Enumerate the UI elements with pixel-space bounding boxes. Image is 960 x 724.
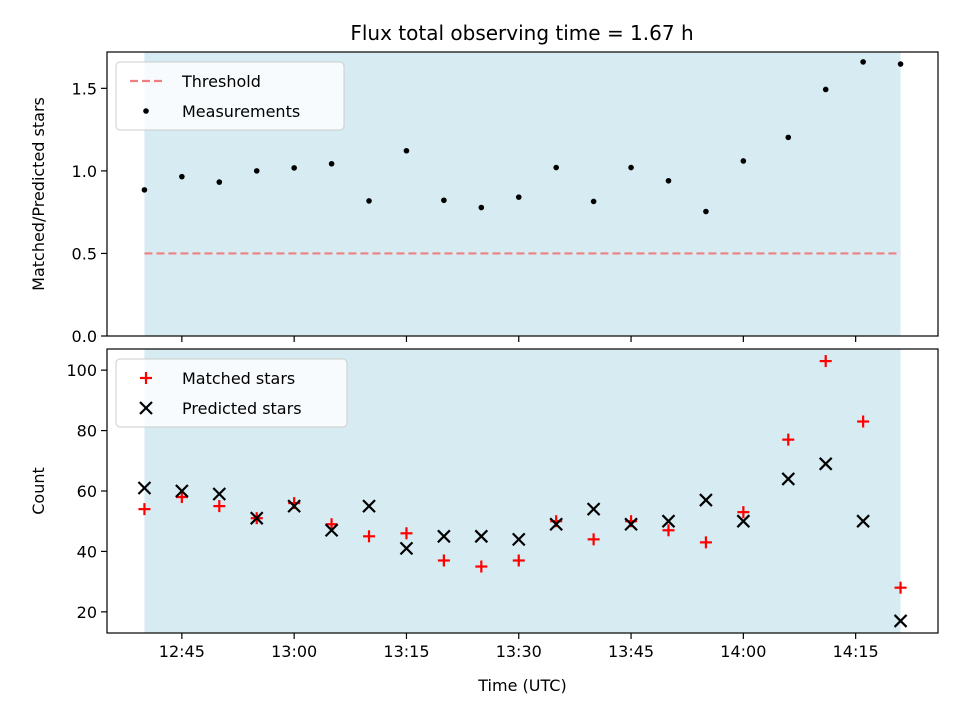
legend-label: Matched stars [182, 369, 295, 388]
x-tick-label: 13:00 [271, 642, 317, 661]
legend-box [115, 61, 345, 131]
chart-title: Flux total observing time = 1.67 h [350, 21, 693, 45]
data-point [665, 177, 672, 184]
data-point [785, 134, 792, 141]
data-point [736, 514, 751, 528]
data-point [549, 517, 563, 532]
data-point [661, 514, 676, 528]
data-point [515, 194, 522, 200]
data-point [437, 554, 450, 567]
data-point [437, 529, 451, 544]
y-tick-label: 1.0 [72, 162, 97, 181]
y-tick-label: 1.5 [72, 79, 97, 98]
data-point [624, 517, 638, 532]
legend-box [115, 358, 348, 428]
legend-marker [139, 401, 153, 415]
y-tick-label: 40 [77, 542, 97, 561]
y-axis-title: Count [29, 467, 48, 515]
series-0 [141, 59, 904, 215]
data-point [856, 514, 870, 528]
data-point [175, 491, 188, 504]
data-point [400, 527, 413, 540]
x-axis-title: Time (UTC) [477, 676, 566, 695]
y-axis-title: Matched/Predicted stars [29, 97, 48, 291]
data-point [511, 532, 526, 547]
legend-label: Predicted stars [182, 399, 302, 418]
data-point [216, 179, 223, 185]
y-tick-label: 20 [77, 603, 97, 622]
data-point [894, 581, 907, 594]
data-point [249, 511, 264, 525]
y-tick-label: 60 [77, 482, 97, 501]
data-point [897, 61, 904, 67]
legend-marker [143, 108, 149, 114]
x-tick-label: 14:15 [833, 642, 879, 661]
x-tick-label: 13:30 [496, 642, 542, 661]
data-point [740, 158, 747, 164]
data-point [819, 355, 832, 368]
data-point [512, 554, 525, 567]
data-point [287, 499, 301, 513]
data-point [366, 198, 372, 204]
data-point [213, 500, 226, 513]
data-point [212, 487, 227, 501]
data-point [475, 560, 488, 573]
data-point [141, 187, 148, 193]
data-point [325, 518, 338, 531]
x-tick-label: 12:45 [159, 642, 205, 661]
data-point [818, 457, 833, 471]
top-panel: 0.0 0.5 1.0 1.5 Matched/Predicted stars Thres… [29, 51, 939, 346]
bottom-panel: 20 40 60 80 100 12:45 13:00 13:15 13:30 13:45 14:0… [29, 348, 939, 695]
data-point [474, 529, 489, 544]
data-point [699, 536, 712, 549]
data-point [253, 168, 260, 174]
data-point [328, 160, 335, 167]
x-tick-label: 13:15 [383, 642, 429, 661]
data-point [782, 433, 795, 446]
x-tick-label: 13:45 [608, 642, 654, 661]
data-point [291, 165, 297, 171]
data-point [362, 499, 376, 513]
data-point [587, 533, 600, 546]
x-tick-label: 14:00 [720, 642, 766, 661]
y-tick-label: 100 [66, 361, 97, 380]
data-point [175, 484, 189, 498]
data-point [441, 197, 447, 204]
data-point [822, 86, 829, 93]
data-point [403, 147, 410, 154]
y-tick-label: 0.0 [72, 327, 97, 346]
data-point [138, 503, 151, 516]
data-point [860, 59, 866, 65]
data-point [893, 614, 908, 628]
data-point [662, 524, 675, 537]
y-tick-label: 80 [77, 422, 97, 441]
series-1 [137, 457, 908, 628]
data-point [590, 198, 597, 205]
legend-label: Threshold [181, 72, 261, 91]
axes-frame [106, 51, 939, 337]
data-point [857, 415, 870, 428]
data-point [137, 481, 152, 495]
legend: Matched stars Predicted stars [115, 358, 348, 428]
data-point [699, 493, 713, 507]
data-point [179, 173, 185, 180]
data-point [324, 523, 339, 538]
data-point [781, 472, 796, 486]
data-point [363, 530, 376, 543]
data-point [628, 164, 634, 171]
data-point [586, 502, 601, 516]
data-point [399, 541, 414, 556]
data-point [703, 208, 709, 215]
data-point [478, 204, 485, 211]
data-point [553, 164, 559, 171]
y-tick-label: 0.5 [72, 244, 97, 263]
legend-label: Measurements [182, 102, 300, 121]
legend: Threshold Measurements [115, 61, 345, 131]
legend-marker [140, 372, 152, 384]
data-point [737, 506, 750, 519]
